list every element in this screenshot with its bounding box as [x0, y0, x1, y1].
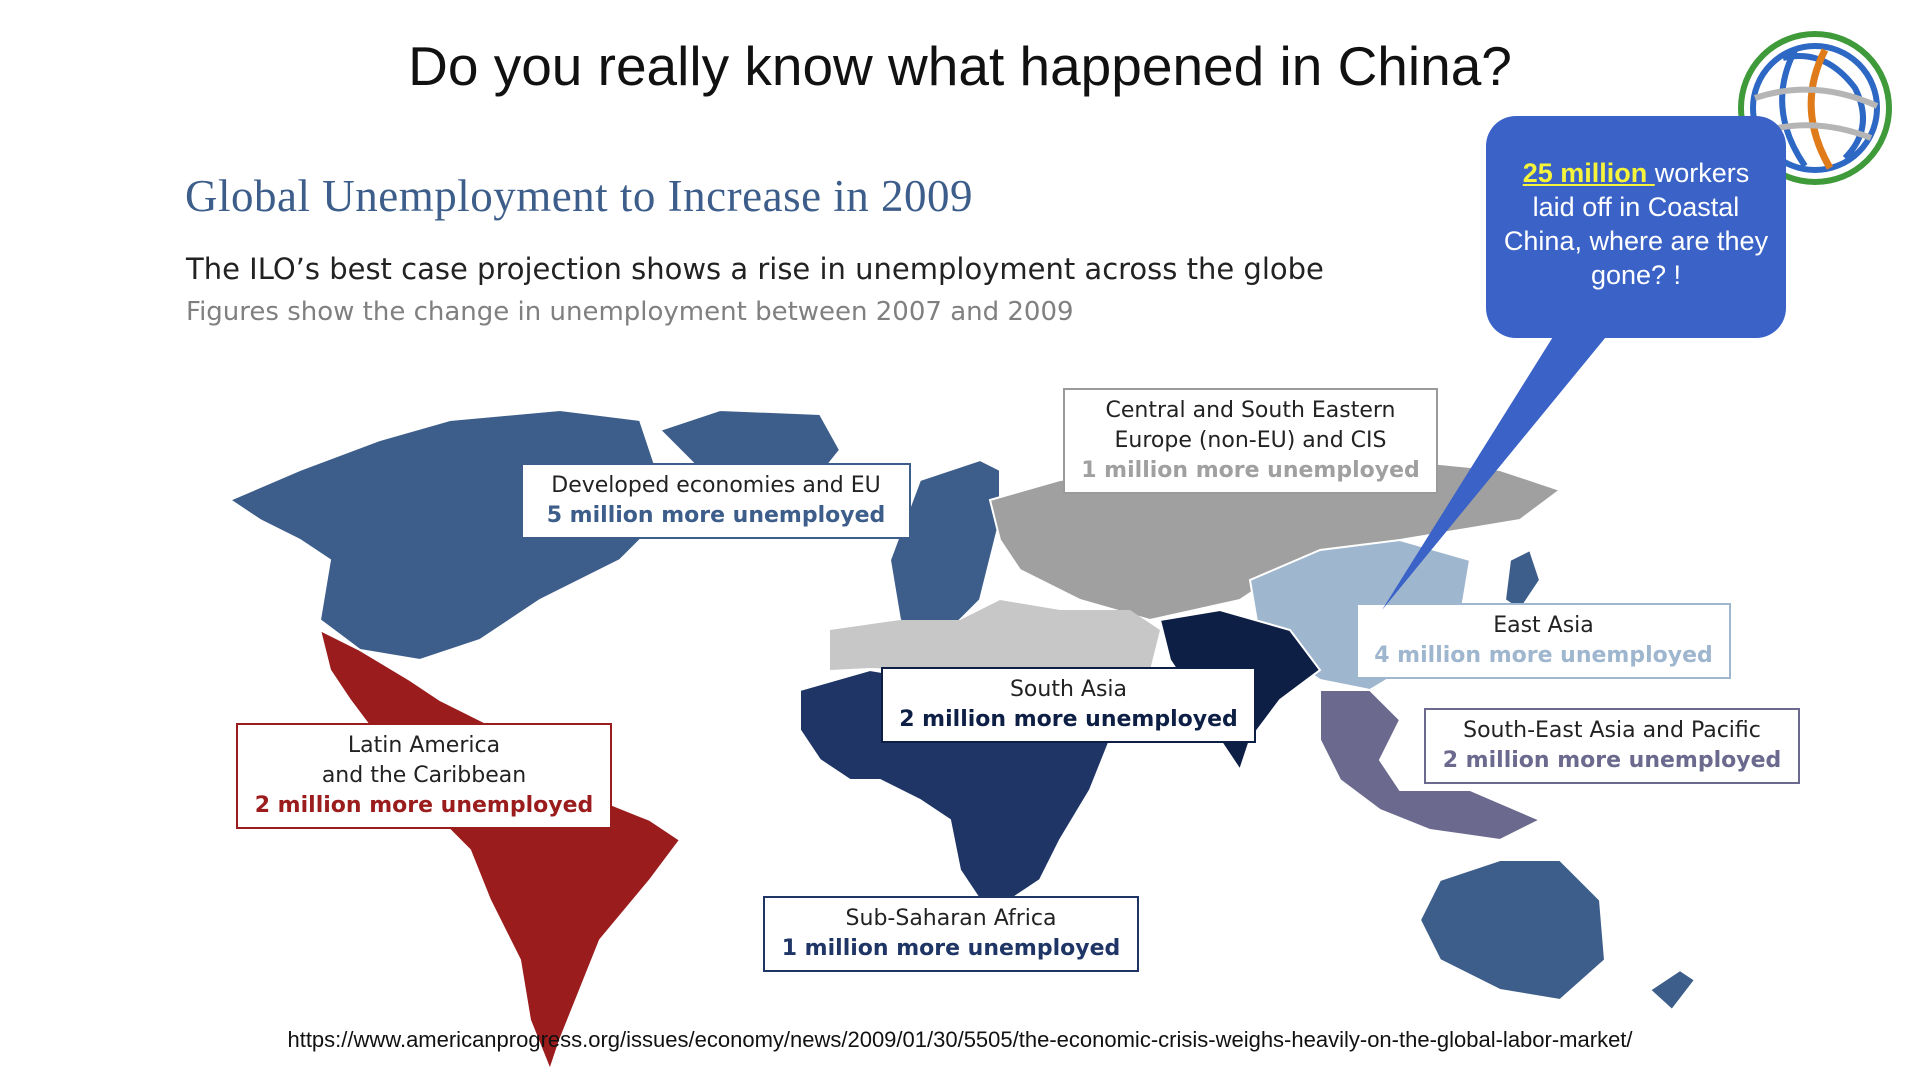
region-value: 2 million more unemployed	[899, 707, 1238, 732]
region-value: 1 million more unemployed	[1081, 458, 1420, 483]
region-value: 2 million more unemployed	[1442, 748, 1782, 773]
region-value: 1 million more unemployed	[781, 936, 1121, 961]
callout-text: workers laid off in Coastal China, where…	[1503, 158, 1769, 290]
region-shape-developed-australia	[1418, 859, 1607, 1002]
slide-title: Do you really know what happened in Chin…	[408, 35, 1512, 97]
region-value: 2 million more unemployed	[254, 793, 594, 818]
source-url: https://www.americanprogress.org/issues/…	[287, 1027, 1633, 1052]
region-value: 5 million more unemployed	[546, 503, 886, 528]
region-name: East Asia	[1493, 613, 1594, 638]
region-name: South Asia	[1009, 677, 1128, 702]
infographic-title: Global Unemployment to Increase in 2009	[185, 171, 974, 221]
infographic-note: Figures show the change in unemployment …	[186, 297, 1074, 327]
region-shape-developed-europe	[888, 458, 1001, 642]
region-shape-south-east-asia-pacific	[1319, 689, 1543, 842]
callout-highlight: 25 million	[1522, 158, 1655, 188]
region-name: Latin America and the Caribbean	[321, 733, 527, 788]
speech-bubble-callout: 25 million workers laid off in Coastal C…	[1486, 116, 1786, 338]
region-label-south-asia: South Asia 2 million more unemployed	[881, 667, 1256, 743]
region-shape-latin-america	[318, 628, 682, 1073]
region-label-east-asia: East Asia 4 million more unemployed	[1356, 603, 1731, 679]
region-name: Central and South Eastern Europe (non-EU…	[1105, 398, 1396, 453]
region-shape-developed-japan	[1503, 548, 1542, 612]
region-label-developed: Developed economies and EU 5 million mor…	[521, 463, 911, 539]
region-label-south-east-asia-pacific: South-East Asia and Pacific 2 million mo…	[1424, 708, 1800, 784]
region-name: Sub-Saharan Africa	[845, 906, 1057, 931]
region-name: South-East Asia and Pacific	[1463, 718, 1761, 743]
region-shape-developed-new-zealand	[1648, 968, 1697, 1012]
region-value: 4 million more unemployed	[1374, 643, 1713, 668]
region-label-latin-america: Latin America and the Caribbean 2 millio…	[236, 723, 612, 829]
region-name: Developed economies and EU	[551, 473, 881, 498]
region-label-central-europe-cis: Central and South Eastern Europe (non-EU…	[1063, 388, 1438, 494]
infographic-subtitle: The ILO’s best case projection shows a r…	[186, 252, 1324, 286]
region-label-sub-saharan-africa: Sub-Saharan Africa 1 million more unempl…	[763, 896, 1139, 972]
